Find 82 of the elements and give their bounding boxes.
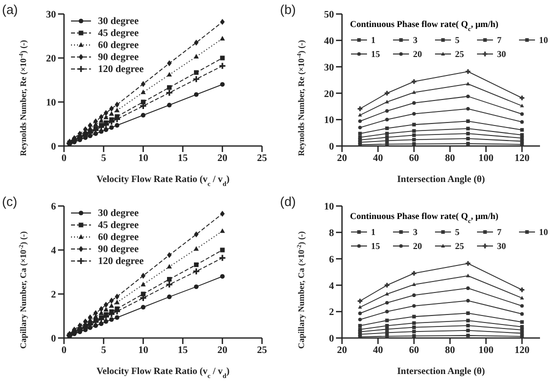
y-tick-label: 2 xyxy=(51,290,56,301)
x-tick-label: 80 xyxy=(445,345,455,356)
legend-label: 30 degree xyxy=(98,208,139,218)
x-axis-title: Velocity Flow Rate Ratio (v$_{c}$ / v$_{d}$) xyxy=(96,175,230,188)
y-tick-label: 0 xyxy=(51,334,56,345)
y-tick-label: 0 xyxy=(51,142,56,153)
legend-label: 15 xyxy=(371,241,380,251)
x-tick-label: 120 xyxy=(514,345,530,356)
x-tick-label: 40 xyxy=(373,345,383,356)
legend-label: 30 xyxy=(497,49,506,59)
legend-label: 90 degree xyxy=(98,52,139,62)
legend-label: 20 xyxy=(413,49,422,59)
legend-label: 25 xyxy=(455,49,464,59)
legend-label: 120 degree xyxy=(98,64,144,74)
legend-label: 3 xyxy=(413,227,418,237)
x-tick-label: 0 xyxy=(62,153,66,164)
legend-label: 120 degree xyxy=(98,256,144,266)
x-tick-label: 100 xyxy=(478,345,494,356)
x-tick-label: 100 xyxy=(478,153,494,164)
x-tick-label: 5 xyxy=(101,153,106,164)
text: (b) xyxy=(280,2,296,17)
x-tick-label: 60 xyxy=(409,345,419,356)
y-tick-label: 30 xyxy=(46,10,56,21)
legend-label: 5 xyxy=(455,35,460,45)
y-tick-label: 6 xyxy=(51,202,56,213)
legend-label: 90 degree xyxy=(98,244,139,254)
legend-label: 1 xyxy=(371,227,376,237)
x-axis-title: Intersection Angle (θ) xyxy=(397,175,485,185)
x-axis-title: Velocity Flow Rate Ratio (v$_{c}$ / v$_{d}$) xyxy=(96,367,230,380)
y-tick-label: 40 xyxy=(324,36,334,47)
x-axis-title: Intersection Angle (θ) xyxy=(397,367,485,377)
x-tick-label: 40 xyxy=(373,153,383,164)
y-tick-label: 30 xyxy=(324,62,334,74)
y-tick-label: 0 xyxy=(329,334,334,345)
x-tick-label: 10 xyxy=(138,153,148,164)
legend-title: Continuous Phase flow rate( Q$_{c}$, μm/h) xyxy=(350,211,498,224)
legend-label: 10 xyxy=(539,227,548,237)
x-tick-label: 20 xyxy=(217,345,228,356)
x-tick-label: 25 xyxy=(257,153,267,164)
x-tick-label: 80 xyxy=(445,153,455,164)
text: (d) xyxy=(280,194,296,209)
y-tick-label: 6 xyxy=(329,254,334,266)
y-tick-label: 4 xyxy=(51,246,56,257)
legend-label: 7 xyxy=(497,227,502,237)
y-tick-label: 10 xyxy=(46,98,56,109)
legend-label: 1 xyxy=(371,35,376,45)
legend-label: 15 xyxy=(371,49,380,59)
x-tick-label: 10 xyxy=(138,345,148,356)
y-tick-label: 10 xyxy=(324,115,334,126)
x-tick-label: 20 xyxy=(337,153,347,164)
legend-label: 60 degree xyxy=(98,232,139,242)
y-tick-label: 2 xyxy=(329,307,334,318)
x-tick-label: 20 xyxy=(337,345,347,356)
x-tick-label: 60 xyxy=(409,153,419,164)
legend-label: 5 xyxy=(455,227,460,237)
legend-label: 3 xyxy=(413,35,418,45)
legend-label: 7 xyxy=(497,35,502,45)
text: (c) xyxy=(2,194,18,209)
legend-label: 10 xyxy=(539,35,548,45)
legend-title: Continuous Phase flow rate( Q$_{c}$, μm/h) xyxy=(350,19,498,32)
y-tick-label: 4 xyxy=(329,280,334,292)
y-tick-label: 20 xyxy=(324,88,334,100)
text: (a) xyxy=(2,2,18,17)
y-tick-label: 8 xyxy=(329,228,334,239)
legend-label: 20 xyxy=(413,241,422,251)
legend-label: 30 xyxy=(497,241,506,251)
legend-label: 30 degree xyxy=(98,16,139,26)
x-tick-label: 25 xyxy=(257,345,267,356)
legend-label: 25 xyxy=(455,241,464,251)
y-tick-label: 20 xyxy=(46,54,56,65)
x-tick-label: 20 xyxy=(217,153,228,164)
x-tick-label: 5 xyxy=(101,345,106,356)
x-tick-label: 120 xyxy=(514,153,530,164)
legend-label: 45 degree xyxy=(98,220,139,230)
x-tick-label: 15 xyxy=(178,153,188,164)
y-tick-label: 50 xyxy=(324,10,334,21)
y-tick-label: 10 xyxy=(324,202,334,213)
legend-label: 60 degree xyxy=(98,40,139,50)
x-tick-label: 0 xyxy=(62,345,66,356)
x-tick-label: 15 xyxy=(178,345,188,356)
y-tick-label: 0 xyxy=(329,142,334,153)
legend-label: 45 degree xyxy=(98,28,139,38)
